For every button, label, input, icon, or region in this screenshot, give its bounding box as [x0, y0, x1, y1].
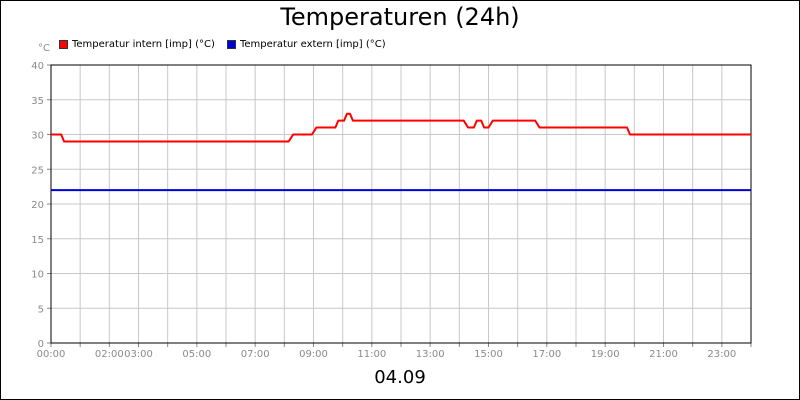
legend-label-intern: Temperatur intern [imp] (°C) [72, 39, 215, 50]
legend-swatch-intern [59, 40, 68, 49]
y-tick-label: 40 [31, 61, 44, 72]
plot-border [50, 64, 752, 344]
x-tick-label: 09:00 [299, 349, 328, 360]
legend-label-extern: Temperatur extern [imp] (°C) [240, 39, 386, 50]
y-axis-unit: °C [38, 43, 50, 54]
y-tick-label: 15 [31, 235, 44, 246]
y-tick-label: 20 [31, 200, 44, 211]
x-tick-label: 19:00 [591, 349, 620, 360]
y-tick-label: 5 [38, 304, 44, 315]
y-tick-label: 25 [31, 165, 44, 176]
y-tick-label: 0 [38, 339, 44, 350]
date-label: 04.09 [374, 367, 426, 388]
x-tick-label: 21:00 [649, 349, 678, 360]
x-tick-label: 15:00 [474, 349, 503, 360]
y-tick-label: 35 [31, 96, 44, 107]
legend-swatch-extern [227, 40, 236, 49]
x-tick-label: 02:00 [95, 349, 124, 360]
x-tick-label: 03:00 [124, 349, 153, 360]
series-line-intern [51, 112, 751, 143]
legend-item-extern: Temperatur extern [imp] (°C) [227, 39, 386, 50]
x-tick-label: 17:00 [532, 349, 561, 360]
x-tick-label: 23:00 [707, 349, 736, 360]
x-tick-label: 05:00 [182, 349, 211, 360]
x-tick-label: 00:00 [37, 349, 66, 360]
x-tick-label: 13:00 [416, 349, 445, 360]
chart-title: Temperaturen (24h) [280, 3, 520, 31]
x-tick-label: 11:00 [357, 349, 386, 360]
x-tick-label: 07:00 [241, 349, 270, 360]
legend-item-intern: Temperatur intern [imp] (°C) [59, 39, 215, 50]
y-tick-label: 30 [31, 131, 44, 142]
y-tick-label: 10 [31, 270, 44, 281]
